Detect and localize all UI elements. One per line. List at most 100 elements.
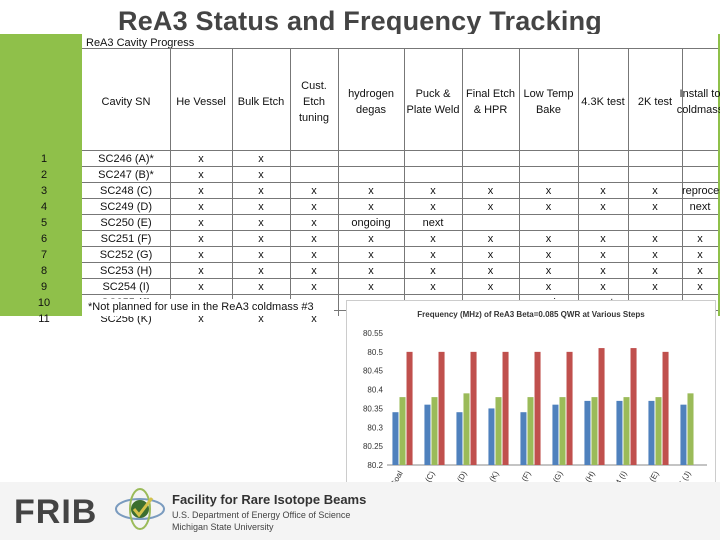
bar-post-custom-etch-freq	[623, 397, 630, 465]
table-row-number: 11	[38, 313, 50, 325]
table-cell: x	[430, 185, 436, 197]
table-cell: x	[487, 249, 494, 261]
table-row-number: 8	[40, 265, 48, 277]
bar-vertical-test-freq	[470, 351, 477, 465]
table-cell	[290, 151, 338, 167]
table-cell: x	[600, 265, 606, 277]
table-cell: x	[311, 249, 317, 261]
table-cell: x	[487, 233, 494, 245]
table-footnote: *Not planned for use in the ReA3 coldmas…	[82, 299, 334, 316]
table-cell: next	[689, 201, 711, 213]
table-cell: SC256 (K)	[100, 313, 152, 325]
y-tick-label: 80.25	[363, 442, 384, 451]
table-cell: SC254 (I)	[102, 281, 150, 293]
table-cell	[578, 167, 628, 183]
table-row-number: 10	[37, 297, 51, 309]
table-cell: x	[430, 265, 436, 277]
table-header-cell: 2K test	[637, 96, 673, 108]
table-row-number: 2	[40, 169, 48, 181]
bar-post-fab-freq	[424, 404, 431, 465]
table-header-cell: Bulk Etch	[237, 96, 285, 108]
table-cell: x	[198, 169, 204, 181]
bar-post-fab-freq	[520, 412, 527, 465]
table-row-divider	[82, 246, 718, 247]
table-cell	[290, 167, 338, 183]
bar-vertical-test-freq	[406, 351, 413, 465]
table-cell: x	[545, 265, 552, 277]
footer-bar	[0, 482, 720, 540]
table-row-number: 5	[40, 217, 48, 229]
table-cell: x	[198, 233, 204, 245]
table-cell: next	[422, 217, 444, 229]
table-cell: x	[652, 281, 658, 293]
table-cell: x	[487, 265, 494, 277]
table-cell: x	[258, 153, 264, 165]
bar-post-fab-freq	[616, 400, 623, 465]
bar-post-fab-freq	[584, 400, 591, 465]
table-cell: x	[697, 233, 703, 245]
table-title: ReA3 Cavity Progress	[86, 37, 195, 49]
table-cell: x	[430, 281, 436, 293]
bar-post-custom-etch-freq	[399, 397, 406, 465]
table-cell: x	[652, 265, 658, 277]
table-cell	[519, 151, 578, 167]
table-grid: Cavity SN He Vessel Bulk Etch Cust. Etch tu…	[38, 34, 720, 325]
table-row-number: 3	[40, 185, 48, 197]
table-cell: SC247 (B)*	[98, 169, 154, 181]
table-cell: x	[545, 185, 552, 197]
table-cell: x	[368, 185, 374, 197]
table-row-divider	[82, 166, 718, 167]
table-cell: x	[311, 201, 317, 213]
bar-post-custom-etch-freq	[495, 397, 502, 465]
table-cell	[519, 167, 578, 183]
bar-post-custom-etch-freq	[655, 397, 662, 465]
table-cell: x	[545, 249, 552, 261]
frib-emblem-icon	[115, 488, 165, 530]
table-cell	[578, 215, 628, 231]
table-cell: x	[652, 249, 658, 261]
table-cell: x	[430, 249, 436, 261]
bar-vertical-test-freq	[662, 351, 669, 465]
table-cell: x	[258, 313, 264, 325]
table-row-divider	[82, 182, 718, 183]
table-cell: x	[600, 249, 606, 261]
table-cell	[462, 151, 519, 167]
table-cell: x	[311, 185, 317, 197]
table-header-top-line	[82, 48, 718, 49]
bar-post-fab-freq	[680, 404, 687, 465]
table-row-number: 4	[40, 201, 48, 213]
bar-vertical-test-freq	[438, 351, 445, 465]
y-tick-label: 80.5	[367, 348, 383, 357]
slide-title: ReA3 Status and Frequency Tracking	[118, 6, 602, 36]
table-cell: x	[430, 233, 436, 245]
frib-logo-text: FRIB	[14, 493, 98, 531]
org-line-2: U.S. Department of Energy Office of Scie…	[172, 510, 351, 520]
table-row-divider	[82, 198, 718, 199]
table-cell: x	[311, 281, 317, 293]
table-cell: x	[545, 281, 552, 293]
table-cell	[519, 215, 578, 231]
table-cell: x	[600, 233, 606, 245]
org-name: Facility for Rare Isotope Beams	[172, 492, 367, 507]
table-header-cell: Install to coldmass	[676, 88, 720, 116]
table-cell: x	[198, 265, 204, 277]
table-cell: x	[198, 185, 204, 197]
table-cell: reprocess	[682, 185, 720, 197]
table-cell: SC249 (D)	[100, 201, 152, 213]
bar-post-custom-etch-freq	[591, 397, 598, 465]
table-cell: x	[198, 153, 204, 165]
table-header-cell: Low Temp Bake	[523, 88, 574, 116]
bar-post-fab-freq	[552, 404, 559, 465]
table-cell	[338, 167, 404, 183]
y-tick-label: 80.2	[367, 461, 383, 470]
org-line-3: Michigan State University	[172, 522, 274, 532]
chart-title: Frequency (MHz) of ReA3 Beta=0.085 QWR a…	[417, 310, 645, 319]
table-cell: x	[697, 281, 703, 293]
table-row-number: 9	[40, 281, 48, 293]
table-cell	[628, 151, 682, 167]
y-tick-label: 80.35	[363, 404, 384, 413]
table-cell: x	[368, 265, 374, 277]
table-cell: x	[258, 185, 264, 197]
table-cell: x	[198, 201, 204, 213]
table-header-cell: Final Etch & HPR	[466, 88, 515, 116]
